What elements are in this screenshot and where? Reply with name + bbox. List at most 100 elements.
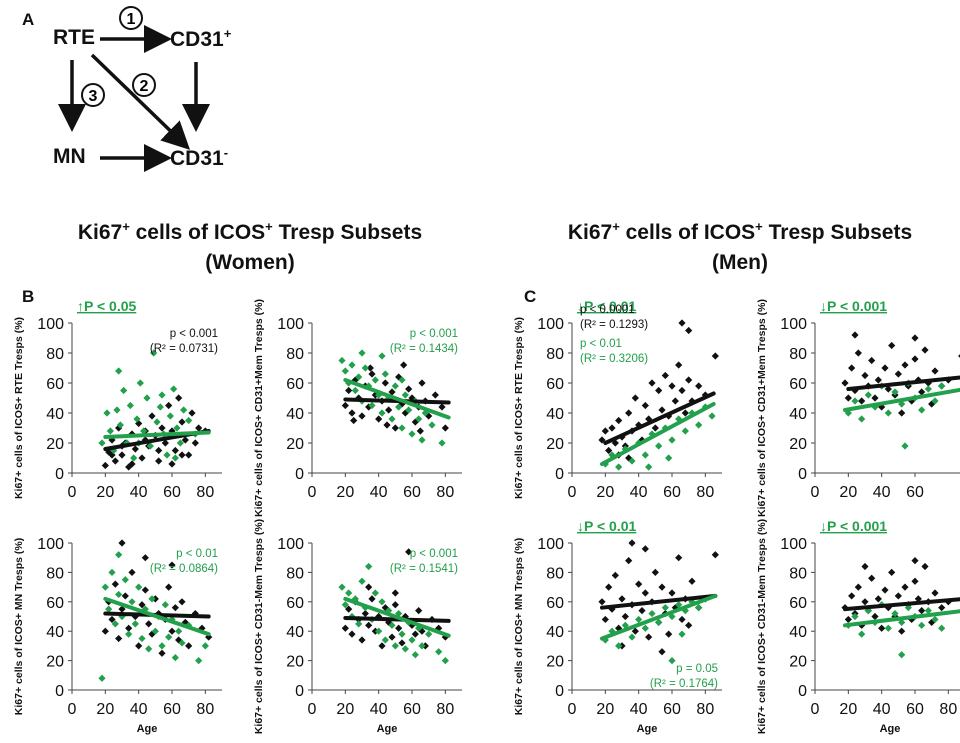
plot-6-point-s1 [888,341,896,350]
plot-3-y-tick-label: 0 [55,683,64,700]
plot-2-y-axis-label: Ki67+ cells of ICOS+ CD31+Mem Tresps (%) [253,299,265,517]
plot-3-point-s2 [111,620,119,628]
plot-3-point-s1 [185,642,193,650]
plot-5-point-s1 [658,406,666,414]
plot-2-point-s1 [416,427,424,435]
plot-5-x-tick-label: 0 [568,484,577,501]
panel-letter-c: C [524,287,537,306]
plot-5-point-s1 [605,446,613,455]
plot-6-y-tick-label: 80 [789,346,807,363]
plot-1-point-s1 [195,424,203,432]
plot-1-point-s1 [171,446,179,455]
plot-2-point-s1 [400,361,408,369]
plot-7-point-s1 [658,583,666,591]
plot-1-point-s2 [126,401,134,410]
plot-8-x-tick-label: 80 [939,701,957,718]
plot-8-x-tick-label: 60 [906,701,924,718]
plot-7-point-s1 [688,577,696,585]
plot-2-point-s2 [398,424,406,432]
plot-7-trendline-s1 [600,593,718,610]
plot-4-point-s2 [358,577,366,585]
plot-6-x-tick-label: 20 [839,484,857,501]
plot-2-y-tick-label: 20 [286,436,304,453]
plot-6-point-s1 [861,371,869,380]
plot-6-point-s1 [894,370,902,378]
plot-1-point-s1 [188,409,196,417]
plot-2-point-s2 [398,376,406,384]
plot-7-y-tick-label: 40 [546,624,564,641]
plot-1-trendline-s2 [103,430,211,439]
plot-5-point-s1 [655,386,663,395]
plot-6-trendline-s2 [843,387,960,412]
plot-4-point-s2 [388,621,396,629]
plot-3-point-s2 [101,583,109,591]
plot-6-point-s1 [911,334,919,342]
plot-3-point-s2 [161,601,169,609]
plot-2-point-s2 [378,409,386,417]
panel-letter-a: A [22,10,35,29]
plot-2-y-tick-label: 0 [295,466,304,483]
plot-8-x-tick-label: 40 [873,701,891,718]
plot-5-point-s1 [651,424,659,432]
plot-8-point-s1 [888,568,896,576]
plot-4-y-axis-label: Ki67+ cells of ICOS+ CD31-Mem Tresps (%) [253,519,265,734]
plot-3-x-tick-label: 80 [196,701,214,718]
plot-5-y-tick-label: 40 [546,406,564,423]
plot-1-point-s1 [118,451,126,459]
plot-1-point-s2 [146,442,154,450]
plot-1-point-s1 [138,454,146,462]
plot-3-point-s2 [151,627,159,635]
plot-6-point-s1 [931,367,939,375]
plot-3-x-tick-label: 40 [130,701,148,718]
plot-5-y-tick-label: 100 [537,316,564,333]
plot-1-point-s2 [170,385,178,393]
plot-5-point-s1 [678,386,686,395]
plot-7-x-tick-label: 20 [596,701,614,718]
plot-2-y-tick-label: 80 [286,346,304,363]
plot-8-point-s1 [911,557,919,565]
plot-4-point-s1 [415,607,423,615]
plot-1-point-s2 [115,367,123,375]
plot-7-point-s1 [621,612,629,621]
plot-3-point-s2 [115,590,123,599]
plot-4-point-s1 [405,548,413,556]
plot-4-point-s1 [381,604,389,612]
plot-3-point-s2 [138,634,146,643]
plot-3-y-tick-label: 80 [46,565,64,582]
plot-8-significance-badge: ↓P < 0.001 [820,518,887,534]
plot-3-point-s1 [171,604,179,612]
pathway-number-3: 3 [89,88,98,105]
plot-2-point-s1 [345,386,353,395]
plot-5-point-s2 [628,457,636,465]
plot-2-point-s1 [375,415,383,423]
plot-4-point-s1 [341,624,349,632]
plot-2-point-s2 [391,382,399,390]
plot-2-point-s2 [405,406,413,414]
plot-3-point-s1 [168,627,176,635]
plot-2-x-tick-label: 40 [370,484,388,501]
plot-8-point-s1 [858,621,866,629]
plot-6-point-s1 [858,397,866,405]
plot-6-x-tick-label: 40 [873,484,891,501]
plot-4-x-tick-label: 80 [436,701,454,718]
plot-4-point-s1 [365,621,373,629]
plot-3-x-axis-label: Age [137,723,158,735]
plot-5-x-tick-label: 80 [696,484,714,501]
plot-1-point-s2 [153,418,161,426]
plot-8-point-s1 [931,589,939,597]
plot-5-point-s1 [675,361,683,369]
plot-5-point-s1 [668,382,676,390]
plot-6-point-s2 [864,391,872,399]
plot-2-point-s1 [350,416,358,425]
plot-3-point-s2 [158,642,166,650]
plot-1-point-s1 [148,412,156,420]
plot-1-point-s2 [116,421,124,429]
plot-7-point-s1 [651,568,659,576]
plot-4-point-s1 [398,639,406,647]
plot-3-point-s1 [118,539,126,547]
plot-5-point-s2 [668,436,676,444]
plot-1-point-s2 [166,412,174,420]
plot-2-point-s2 [378,352,386,360]
plot-3-y-tick-label: 20 [46,654,64,671]
plot-3-point-s1 [135,642,143,650]
